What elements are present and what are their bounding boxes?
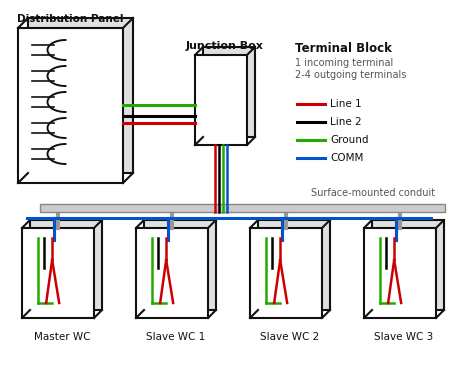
Text: Master WC: Master WC — [34, 332, 90, 342]
Bar — [30, 220, 102, 310]
Bar — [258, 220, 330, 310]
Text: COMM: COMM — [330, 153, 364, 163]
Bar — [144, 220, 216, 310]
Text: Slave WC 3: Slave WC 3 — [374, 332, 434, 342]
Bar — [250, 228, 322, 318]
Text: Junction Box: Junction Box — [186, 41, 264, 51]
Text: Slave WC 2: Slave WC 2 — [260, 332, 319, 342]
Text: 2-4 outgoing terminals: 2-4 outgoing terminals — [295, 70, 406, 80]
Text: Slave WC 1: Slave WC 1 — [146, 332, 206, 342]
Text: Surface-mounted conduit: Surface-mounted conduit — [311, 188, 435, 198]
Bar — [28, 18, 133, 173]
Bar — [136, 228, 208, 318]
Bar — [364, 228, 436, 318]
Bar — [40, 204, 445, 212]
Text: Ground: Ground — [330, 135, 368, 145]
Text: Terminal Block: Terminal Block — [295, 42, 392, 55]
Text: 1 incoming terminal: 1 incoming terminal — [295, 58, 393, 68]
Bar — [195, 55, 247, 145]
Bar — [372, 220, 444, 310]
Bar — [22, 228, 94, 318]
Text: Line 1: Line 1 — [330, 99, 362, 109]
Bar — [203, 47, 255, 137]
Text: Distribution Panel: Distribution Panel — [17, 14, 124, 24]
Text: Line 2: Line 2 — [330, 117, 362, 127]
Bar — [18, 28, 123, 183]
